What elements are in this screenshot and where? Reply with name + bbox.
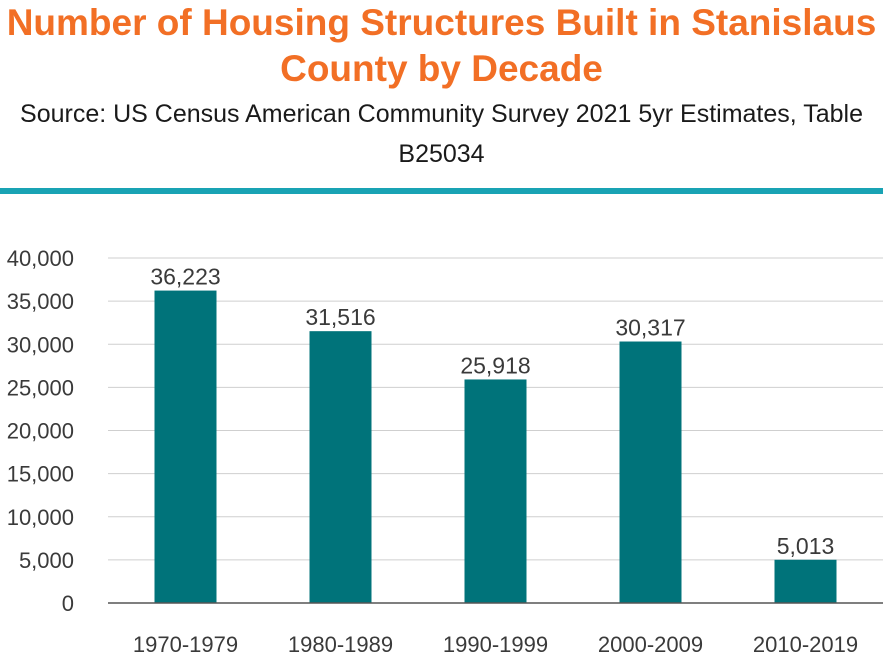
- y-tick-label: 15,000: [7, 462, 74, 487]
- bar-value-label: 5,013: [777, 533, 835, 559]
- y-tick-label: 35,000: [7, 289, 74, 314]
- chart-title: Number of Housing Structures Built in St…: [6, 2, 877, 89]
- x-tick-label: 2000-2009: [598, 632, 703, 656]
- bar: [464, 379, 527, 603]
- bar-value-label: 30,317: [615, 315, 685, 341]
- bar: [309, 331, 372, 603]
- header-divider: [0, 188, 883, 194]
- bar: [774, 559, 837, 603]
- x-axis-ticks: 1970-1979 1980-1989 1990-1999 2000-2009 2010…: [133, 632, 858, 656]
- y-tick-label: 0: [62, 591, 74, 616]
- bar: [154, 290, 217, 603]
- y-tick-label: 25,000: [7, 375, 74, 400]
- x-tick-label: 1970-1979: [133, 632, 238, 656]
- x-tick-label: 1980-1989: [288, 632, 393, 656]
- y-tick-label: 20,000: [7, 419, 74, 444]
- data-labels: 36,223 31,516 25,918 30,317 5,013: [150, 264, 834, 559]
- bar-value-label: 25,918: [460, 352, 530, 378]
- bars: [154, 290, 837, 603]
- bar: [619, 341, 682, 603]
- y-tick-label: 10,000: [7, 505, 74, 530]
- x-tick-label: 2010-2019: [753, 632, 858, 656]
- y-tick-label: 40,000: [7, 246, 74, 271]
- bar-value-label: 36,223: [150, 264, 220, 290]
- x-tick-label: 1990-1999: [443, 632, 548, 656]
- bar-value-label: 31,516: [305, 304, 375, 330]
- y-tick-label: 30,000: [7, 332, 74, 357]
- y-axis-ticks: 0 5,000 10,000 15,000 20,000 25,000 30,000 35,0…: [7, 246, 74, 616]
- chart-subtitle: Source: US Census American Community Sur…: [20, 100, 863, 168]
- y-tick-label: 5,000: [19, 548, 74, 573]
